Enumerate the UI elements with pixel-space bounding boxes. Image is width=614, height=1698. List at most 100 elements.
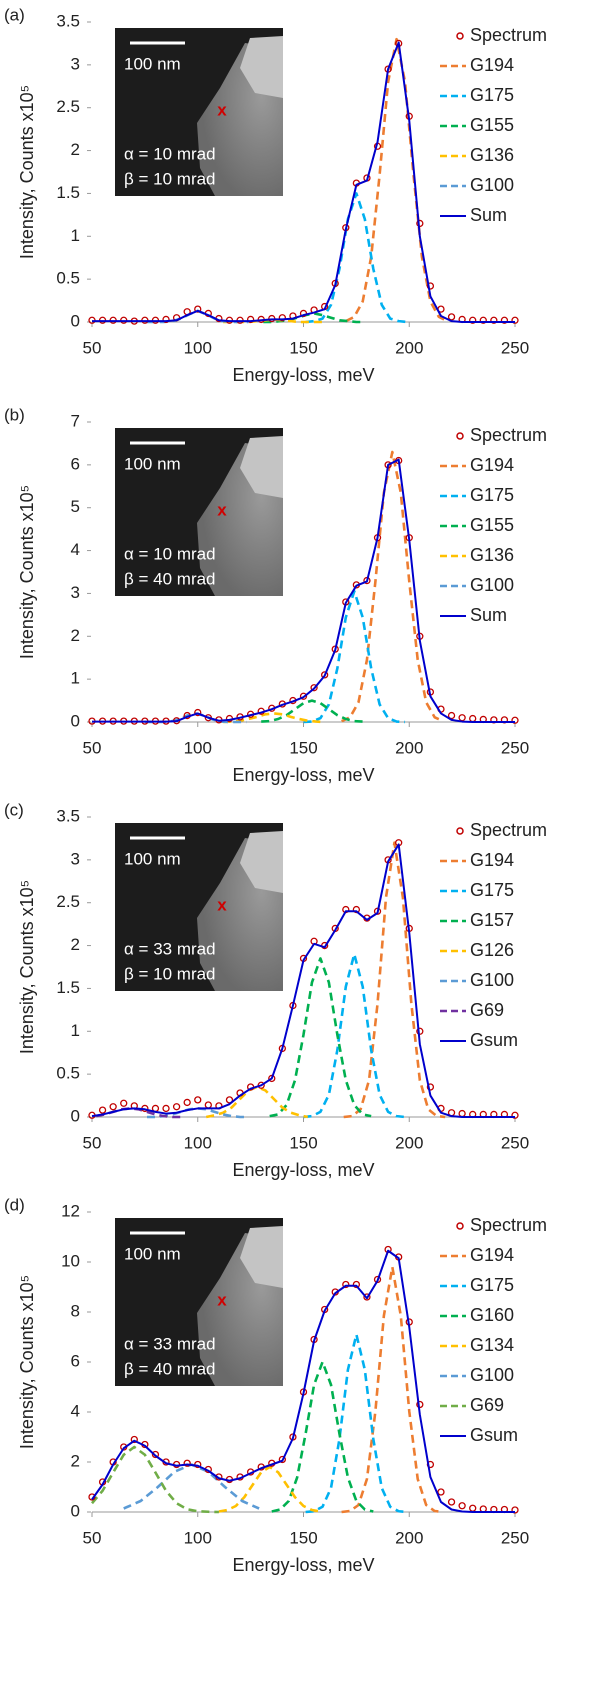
x-tick-label: 250 xyxy=(501,338,529,357)
alpha-label: α = 33 mrad xyxy=(124,1334,216,1353)
beta-label: β = 10 mrad xyxy=(124,964,216,983)
legend-label: G100 xyxy=(470,575,514,595)
beta-label: β = 40 mrad xyxy=(124,569,216,588)
spectrum-point xyxy=(183,1459,191,1467)
spectrum-point xyxy=(447,1498,456,1506)
spectrum-point xyxy=(458,1502,466,1510)
legend-label: G69 xyxy=(470,1395,504,1415)
spectrum-point xyxy=(120,1099,128,1107)
y-tick-label: 2 xyxy=(71,1451,80,1470)
x-axis-label: Energy-loss, meV xyxy=(232,765,374,785)
legend-label: Gsum xyxy=(470,1030,518,1050)
legend-label: G175 xyxy=(470,1275,514,1295)
spectrum-point xyxy=(183,1098,191,1107)
x-tick-label: 200 xyxy=(395,1133,423,1152)
alpha-label: α = 33 mrad xyxy=(124,939,216,958)
x-tick-label: 200 xyxy=(395,338,423,357)
x-tick-label: 100 xyxy=(184,338,212,357)
legend-label: G100 xyxy=(470,175,514,195)
beta-label: β = 10 mrad xyxy=(124,169,216,188)
y-tick-label: 1 xyxy=(71,226,80,245)
spectrum-point xyxy=(479,316,487,324)
spectrum-point xyxy=(447,313,456,321)
legend-marker xyxy=(456,432,464,440)
y-axis-label: Intensity, Counts x10⁵ xyxy=(17,880,37,1054)
legend-label: G157 xyxy=(470,910,514,930)
y-tick-label: 2.5 xyxy=(56,892,80,911)
y-tick-label: 12 xyxy=(61,1201,80,1220)
y-tick-label: 3.5 xyxy=(56,11,80,30)
fit-sum xyxy=(92,41,515,323)
legend-marker xyxy=(456,827,464,835)
fit-component xyxy=(205,1085,308,1119)
x-tick-label: 50 xyxy=(83,338,102,357)
spectrum-point xyxy=(162,1104,170,1113)
y-tick-label: 0.5 xyxy=(56,1064,80,1083)
spectrum-point xyxy=(363,1293,371,1301)
spectrum-point xyxy=(278,1455,287,1464)
fit-component xyxy=(303,589,406,724)
particle-top xyxy=(240,831,283,893)
y-tick-label: 0 xyxy=(71,311,80,330)
spectrum-point xyxy=(88,1493,96,1501)
y-axis-label: Intensity, Counts x10⁵ xyxy=(17,85,37,259)
fit-sum xyxy=(91,843,515,1118)
y-tick-label: 3 xyxy=(71,849,80,868)
legend-label: G69 xyxy=(470,1000,504,1020)
y-axis-label: Intensity, Counts x10⁵ xyxy=(17,1275,37,1449)
legend-label: G175 xyxy=(470,485,514,505)
spectrum-point xyxy=(320,671,329,679)
legend-marker xyxy=(456,32,464,40)
spectrum-point xyxy=(426,1083,435,1091)
x-tick-label: 250 xyxy=(501,1133,529,1152)
legend-label: G100 xyxy=(470,970,514,990)
x-tick-label: 150 xyxy=(289,738,317,757)
spectrum-point xyxy=(511,1111,519,1119)
scale-bar-label: 100 nm xyxy=(124,54,181,73)
scale-bar-label: 100 nm xyxy=(124,454,181,473)
y-tick-label: 7 xyxy=(71,411,80,430)
spectrum-point xyxy=(162,315,170,324)
y-tick-label: 2.5 xyxy=(56,97,80,116)
fit-component xyxy=(305,1333,408,1514)
x-tick-label: 250 xyxy=(501,738,529,757)
fit-component xyxy=(341,1265,444,1514)
spectrum-point xyxy=(511,716,519,724)
spectrum-point xyxy=(246,315,255,324)
fit-sum xyxy=(92,458,515,723)
y-tick-label: 1.5 xyxy=(56,978,80,997)
y-tick-label: 0.5 xyxy=(56,269,80,288)
x-tick-label: 50 xyxy=(83,738,102,757)
fit-component xyxy=(343,841,446,1119)
fit-component xyxy=(341,450,444,723)
fit-sum xyxy=(91,1249,515,1513)
spectrum-point xyxy=(204,1101,212,1109)
spectrum-point xyxy=(194,305,202,313)
legend-label: Spectrum xyxy=(470,425,547,445)
position-marker: x xyxy=(217,895,227,914)
fit-component xyxy=(303,952,406,1119)
scale-bar-label: 100 nm xyxy=(124,849,181,868)
spectrum-point xyxy=(151,1450,160,1459)
legend-label: G126 xyxy=(470,940,514,960)
x-tick-label: 50 xyxy=(83,1528,102,1547)
y-tick-label: 5 xyxy=(71,497,80,516)
fit-component xyxy=(345,37,448,323)
y-tick-label: 3.5 xyxy=(56,806,80,825)
legend-marker xyxy=(456,1222,464,1230)
y-tick-label: 3 xyxy=(71,583,80,602)
fit-component xyxy=(261,699,363,723)
x-tick-label: 50 xyxy=(83,1133,102,1152)
legend-label: G175 xyxy=(470,880,514,900)
legend-label: G194 xyxy=(470,1245,514,1265)
spectrum-point xyxy=(299,692,308,700)
position-marker: x xyxy=(217,100,227,119)
y-tick-label: 8 xyxy=(71,1301,80,1320)
spectrum-point xyxy=(194,1096,202,1104)
spectrum-point xyxy=(352,1280,361,1289)
y-tick-label: 10 xyxy=(61,1251,80,1270)
beta-label: β = 40 mrad xyxy=(124,1359,216,1378)
spectrum-point xyxy=(447,711,456,720)
x-tick-label: 150 xyxy=(289,338,317,357)
x-tick-label: 100 xyxy=(184,738,212,757)
